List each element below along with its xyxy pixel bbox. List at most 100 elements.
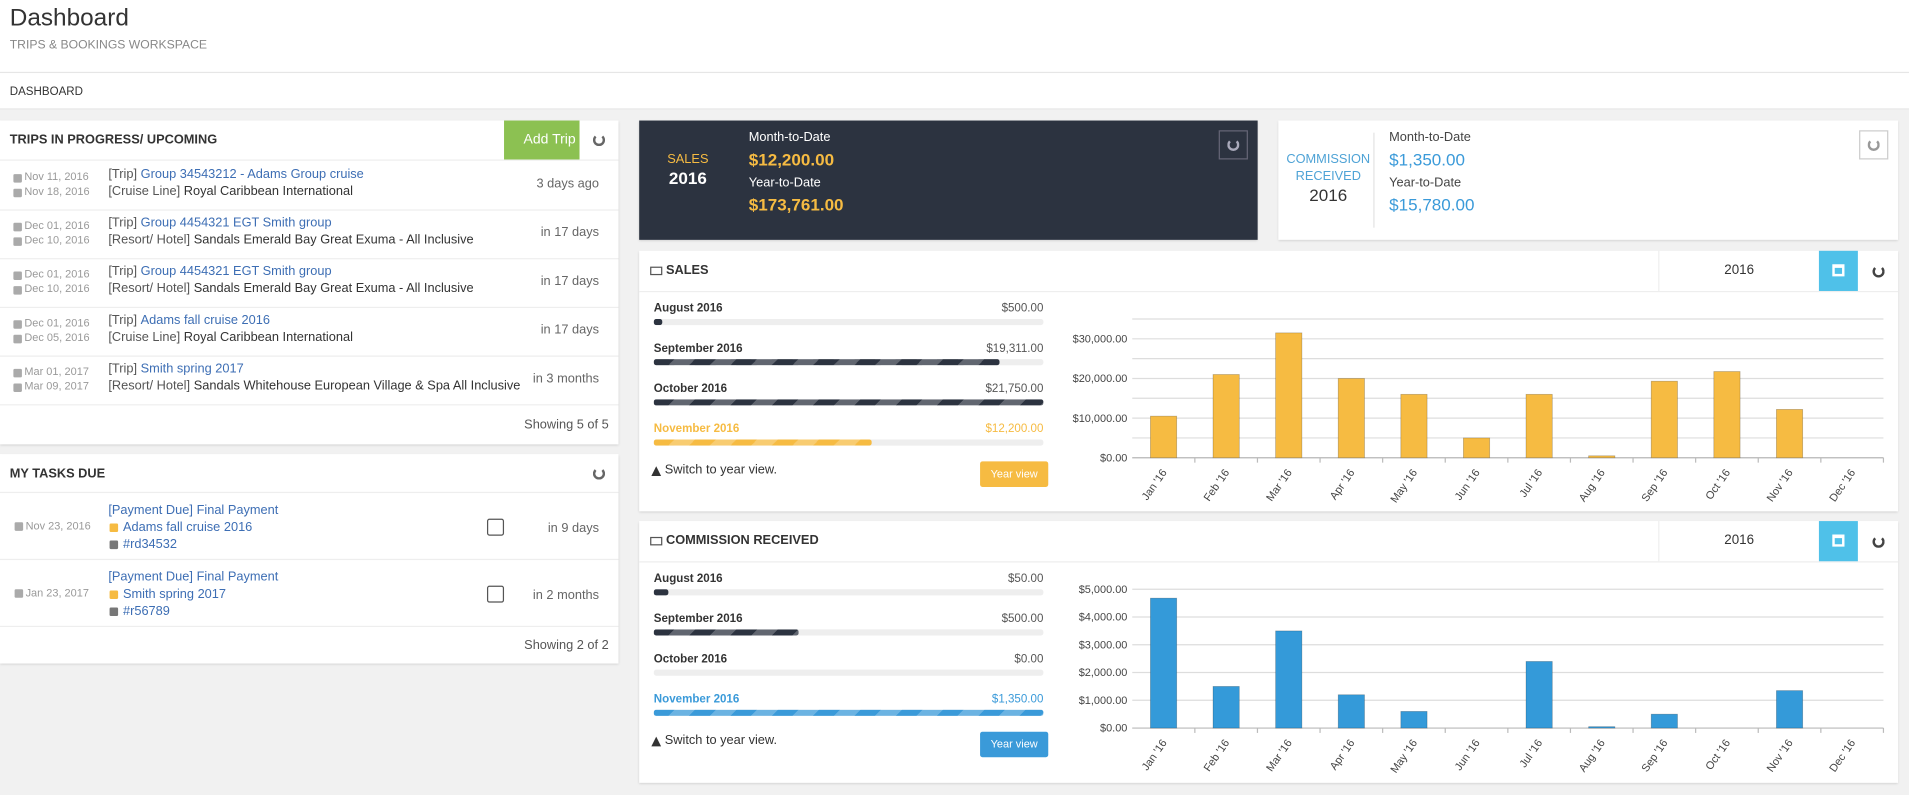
sales-panel: SALES 2016 August 2016 $500.00 September 201… <box>639 250 1899 512</box>
ytd-value: $15,780.00 <box>1389 194 1475 215</box>
end-date: Mar 09, 2017 <box>24 379 89 393</box>
page-subtitle: TRIPS & BOOKINGS WORKSPACE <box>9 38 208 53</box>
icon <box>13 271 22 281</box>
start-date: Dec 01, 2016 <box>24 219 90 232</box>
task-ref[interactable]: #rd34532 <box>122 536 177 552</box>
bar <box>1588 726 1616 729</box>
detail-kind: [Resort/ Hotel] <box>108 232 191 248</box>
task-kind[interactable]: [Payment Due] <box>108 502 193 518</box>
progress-label: November 2016 <box>653 692 740 707</box>
bar <box>1212 686 1240 729</box>
detail-line: [Cruise Line] Royal Caribbean Internation… <box>108 330 353 345</box>
icon <box>13 383 22 393</box>
bar <box>1525 393 1553 459</box>
x-tick-label: Dec '16 <box>1827 467 1858 504</box>
add-trip-button[interactable]: Add Trip <box>504 120 580 160</box>
panel-icon <box>650 536 663 546</box>
detail-line: [Resort/ Hotel] Sandals Emerald Bay Great… <box>108 281 473 296</box>
checkbox[interactable] <box>486 585 505 603</box>
refresh-button[interactable] <box>1872 265 1885 278</box>
x-tick-label: Jun '16 <box>1453 467 1483 503</box>
detail-name: Royal Caribbean International <box>183 329 353 345</box>
when: in 17 days <box>540 273 600 289</box>
icon <box>109 590 119 600</box>
year-select[interactable]: 2016 <box>1658 250 1819 291</box>
calendar-icon <box>1832 264 1845 277</box>
trip-link[interactable]: Smith spring 2017 <box>140 361 244 377</box>
y-tick-label: $4,000.00 <box>1079 612 1128 624</box>
detail-line: [Resort/ Hotel] Sandals Emerald Bay Great… <box>108 233 473 248</box>
detail-name: Sandals Emerald Bay Great Exuma - All In… <box>193 232 474 248</box>
refresh-button[interactable] <box>1872 535 1885 548</box>
trip-line: [Trip] Adams fall cruise 2016 <box>108 313 270 328</box>
y-tick-label: $30,000.00 <box>1073 333 1128 345</box>
task-kind[interactable]: [Payment Due] <box>108 569 193 585</box>
x-tick-label: Jul '16 <box>1517 738 1545 771</box>
detail-kind: [Cruise Line] <box>108 329 181 345</box>
trip-kind: [Trip] <box>108 264 138 279</box>
y-tick-label: $3,000.00 <box>1079 639 1128 651</box>
trip-link[interactable]: Group 34543212 - Adams Group cruise <box>140 166 364 182</box>
detail-line: [Resort/ Hotel] Sandals Whitehouse Europe… <box>108 379 520 394</box>
when: in 3 months <box>532 371 600 386</box>
x-tick-label: Dec '16 <box>1827 738 1858 775</box>
refresh-button[interactable] <box>1218 130 1248 160</box>
y-tick-label: $5,000.00 <box>1079 584 1128 596</box>
x-tick-label: Sep '16 <box>1640 738 1671 775</box>
calendar-button[interactable] <box>1818 250 1858 291</box>
icon <box>13 286 22 295</box>
year-view-button[interactable]: Year view <box>980 461 1049 487</box>
trip-link[interactable]: Group 4454321 EGT Smith group <box>140 264 332 279</box>
task-name[interactable]: Final Payment <box>196 569 279 585</box>
task-trip[interactable]: Smith spring 2017 <box>122 586 227 602</box>
trip-link[interactable]: Group 4454321 EGT Smith group <box>140 215 332 231</box>
trip-kind: [Trip] <box>108 361 138 377</box>
refresh-button[interactable] <box>1859 130 1889 160</box>
bar <box>1650 380 1678 459</box>
bar-chart: $0.00 $1,000.00 $2,000.00 $3,000.00 $4,000.0… <box>1079 584 1885 776</box>
progress-label: October 2016 <box>653 652 728 666</box>
divider <box>0 491 619 494</box>
task-ref[interactable]: #r56789 <box>122 603 170 619</box>
breadcrumb[interactable]: DASHBOARD <box>9 85 84 99</box>
trip-row: Dec 01, 2016 Dec 10, 2016 [Trip] Group 4454… <box>0 211 619 260</box>
trip-link[interactable]: Adams fall cruise 2016 <box>140 312 270 328</box>
end-date: Dec 10, 2016 <box>24 233 90 246</box>
icon <box>13 174 22 183</box>
x-tick-label: May '16 <box>1388 738 1420 776</box>
task-name[interactable]: Final Payment <box>196 502 279 518</box>
bar <box>1776 690 1804 729</box>
due-date: Jan 23, 2017 <box>25 586 89 600</box>
checkbox[interactable] <box>486 518 505 536</box>
task-trip[interactable]: Adams fall cruise 2016 <box>122 519 253 535</box>
divider <box>0 159 619 161</box>
task-line: [Payment Due] Final Payment <box>108 570 278 585</box>
progress-value: $21,750.00 <box>985 382 1044 396</box>
icon <box>13 320 22 329</box>
refresh-button[interactable] <box>592 133 606 147</box>
trip-kind: [Trip] <box>108 166 138 182</box>
progress-label: September 2016 <box>653 612 743 626</box>
progress-value: $500.00 <box>1001 612 1044 626</box>
trip-row: Dec 01, 2016 Dec 05, 2016 [Trip] Adams fall… <box>0 308 619 357</box>
progress-track <box>653 318 1044 326</box>
refresh-icon <box>1867 138 1880 151</box>
progress-track <box>653 669 1044 676</box>
tasks-panel: MY TASKS DUE Showing 2 of 2 Nov 23, 2016… <box>0 454 619 664</box>
year-select[interactable]: 2016 <box>1658 521 1819 562</box>
bar <box>1337 694 1365 729</box>
task-row: Nov 23, 2016 [Payment Due] Final Payment Ad… <box>0 493 619 561</box>
refresh-button[interactable] <box>592 467 606 480</box>
start-date: Nov 11, 2016 <box>24 170 89 183</box>
summary-year: 2016 <box>668 168 707 188</box>
x-tick-label: Aug '16 <box>1577 738 1608 775</box>
icon <box>109 540 119 550</box>
sales-summary: SALES 2016 Month-to-Date $12,200.00 Year… <box>639 120 1258 240</box>
progress-bar <box>653 439 873 446</box>
year-view-button[interactable]: Year view <box>980 731 1049 758</box>
calendar-button[interactable] <box>1818 521 1858 562</box>
when: in 2 months <box>532 588 600 603</box>
panel-title: COMMISSION RECEIVED <box>665 533 819 548</box>
progress-bar <box>653 359 1000 366</box>
